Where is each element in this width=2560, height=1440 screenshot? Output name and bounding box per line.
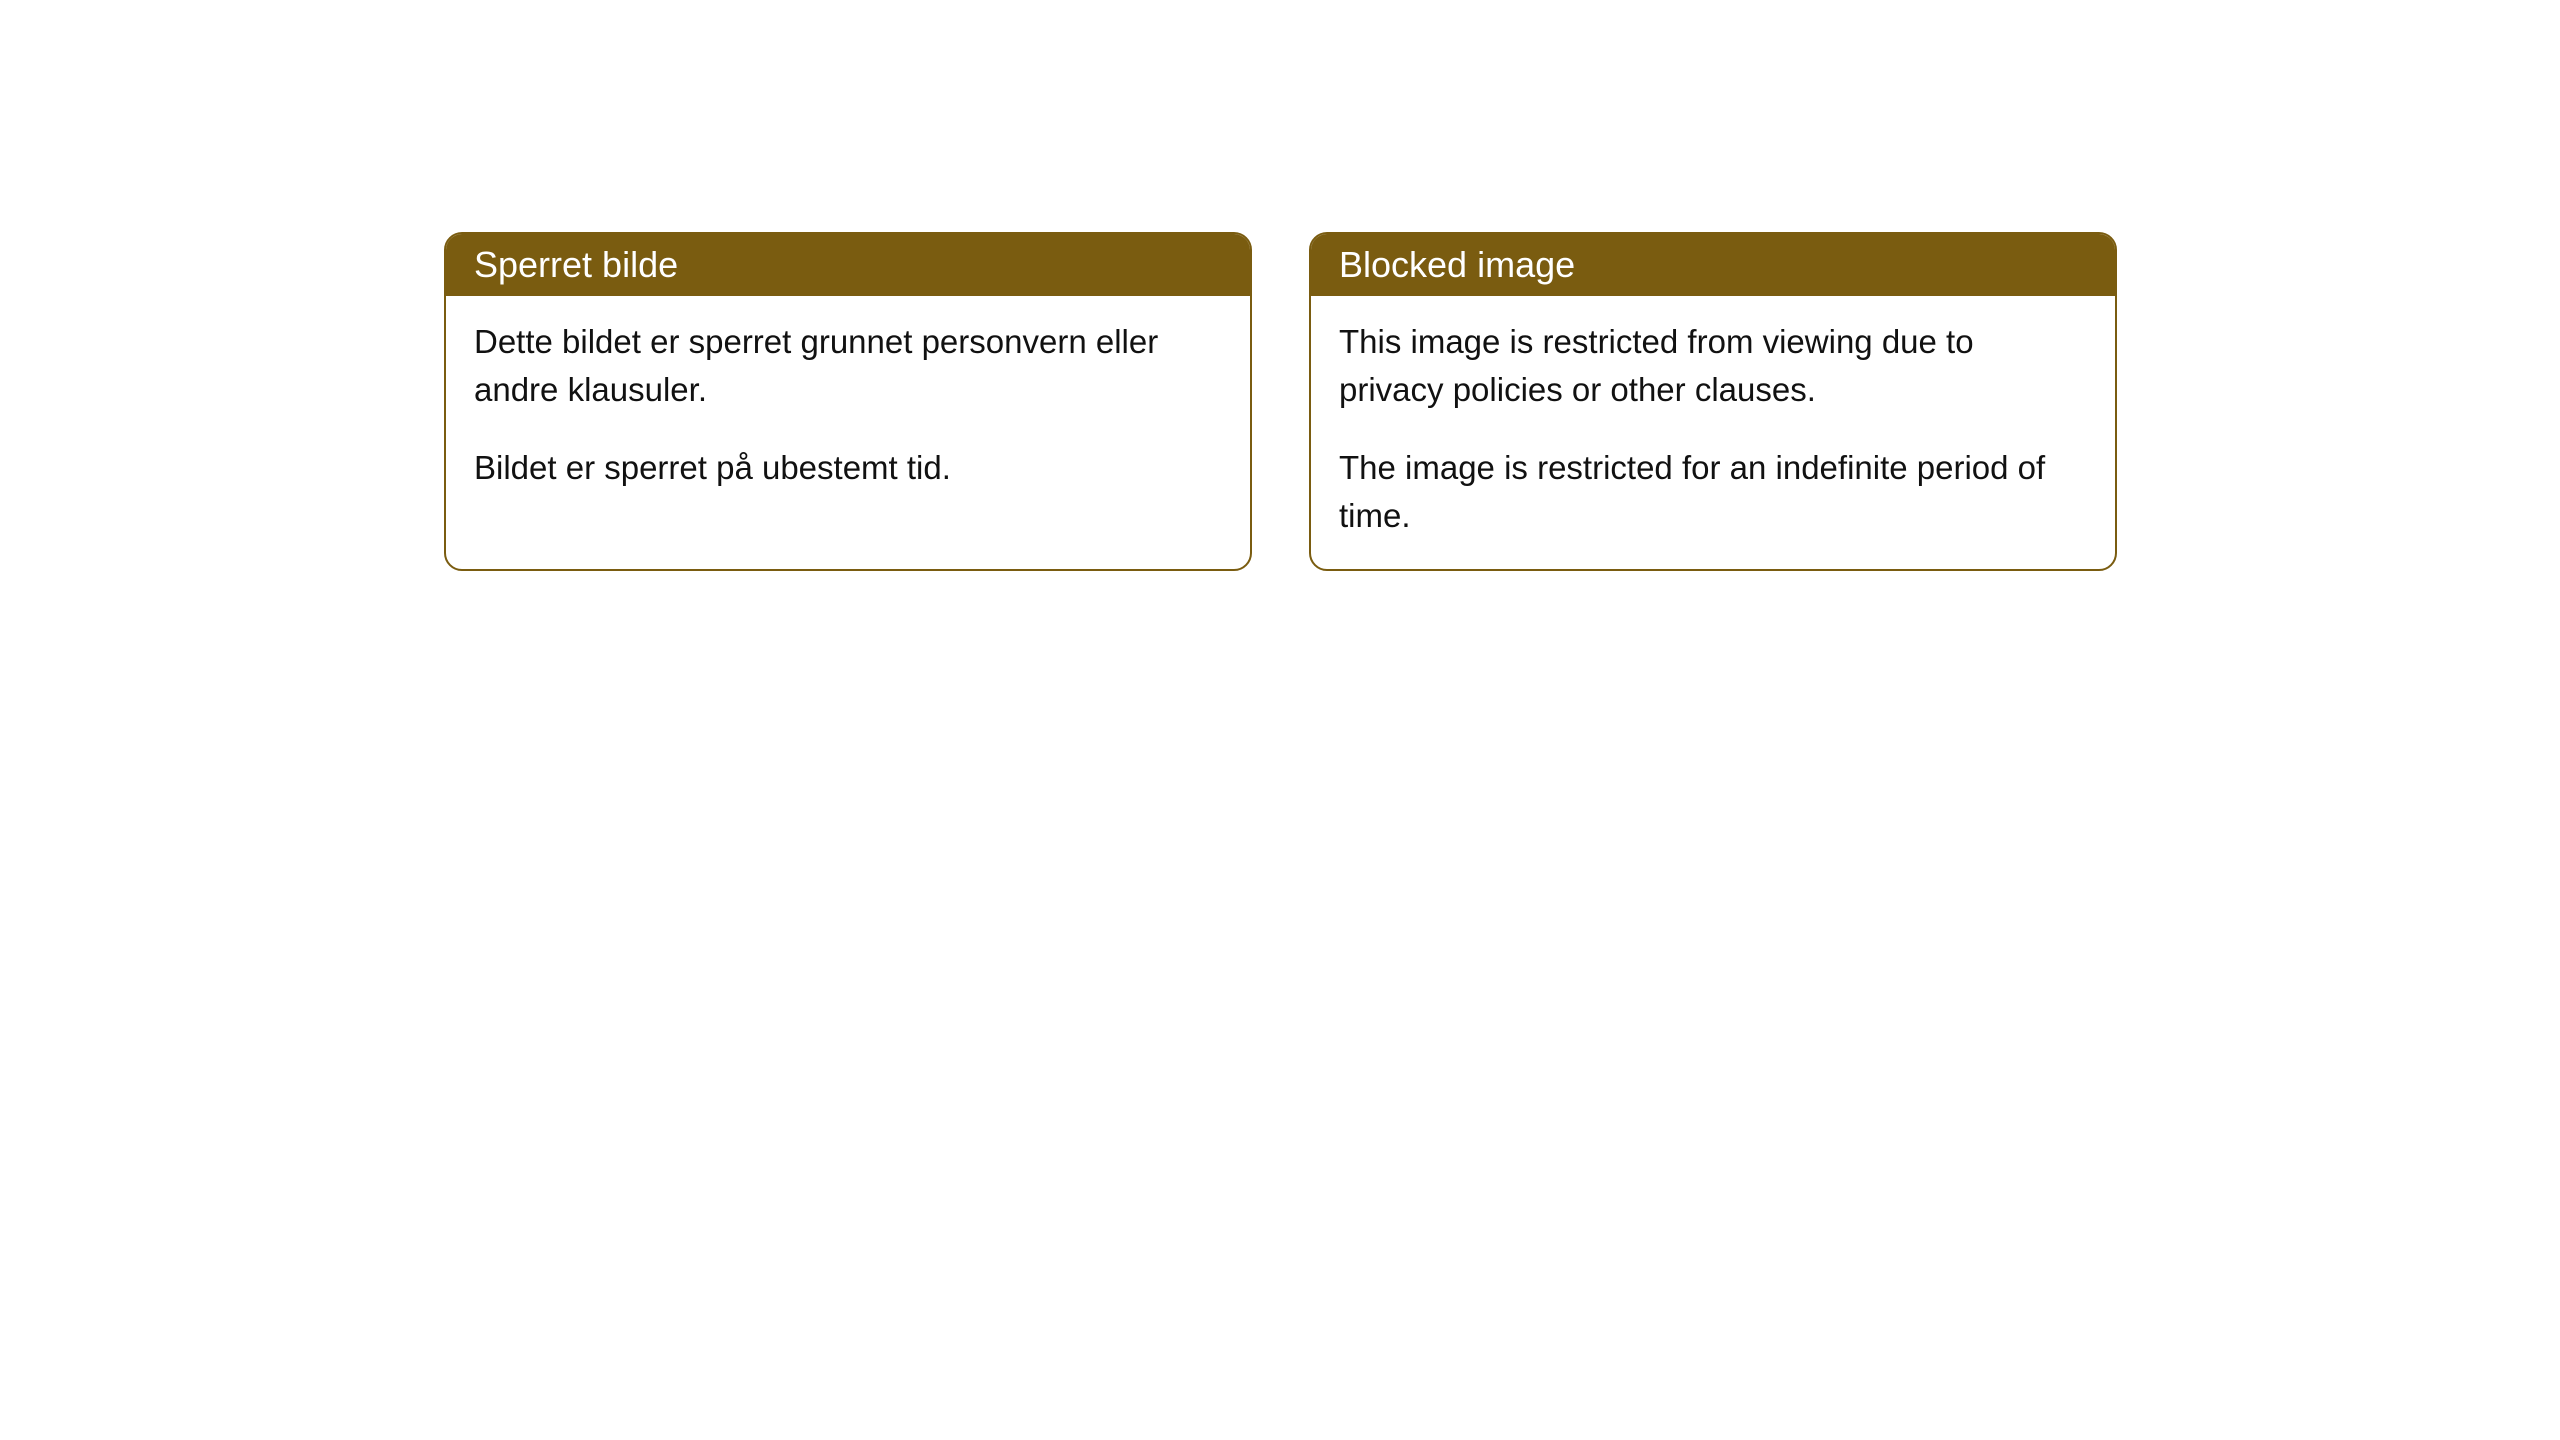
notification-cards-container: Sperret bilde Dette bildet er sperret gr… xyxy=(444,232,2560,571)
card-body: This image is restricted from viewing du… xyxy=(1311,296,2115,569)
blocked-image-card-english: Blocked image This image is restricted f… xyxy=(1309,232,2117,571)
card-header: Sperret bilde xyxy=(446,234,1250,296)
card-paragraph: Dette bildet er sperret grunnet personve… xyxy=(474,318,1222,414)
card-paragraph: The image is restricted for an indefinit… xyxy=(1339,444,2087,540)
card-header: Blocked image xyxy=(1311,234,2115,296)
card-body: Dette bildet er sperret grunnet personve… xyxy=(446,296,1250,522)
card-paragraph: This image is restricted from viewing du… xyxy=(1339,318,2087,414)
blocked-image-card-norwegian: Sperret bilde Dette bildet er sperret gr… xyxy=(444,232,1252,571)
card-title: Blocked image xyxy=(1339,244,1575,285)
card-title: Sperret bilde xyxy=(474,244,678,285)
card-paragraph: Bildet er sperret på ubestemt tid. xyxy=(474,444,1222,492)
